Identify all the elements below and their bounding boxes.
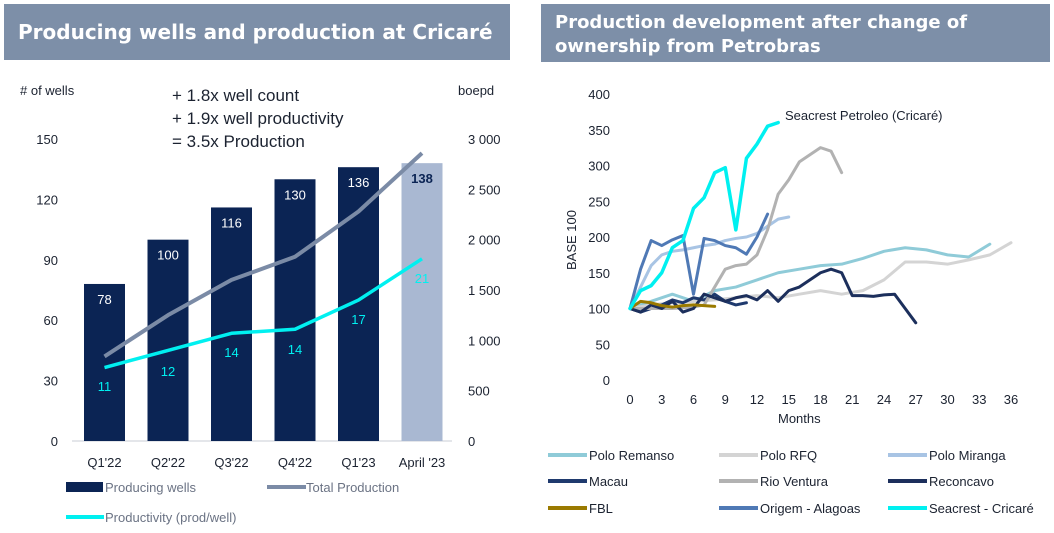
bar-value-label: 78 (97, 292, 111, 307)
right-tick-label: 2 500 (468, 182, 501, 197)
x-tick-label: 36 (1004, 392, 1018, 407)
annotation-well-productivity: + 1.9x well productivity (172, 109, 344, 128)
bar-value-label: 130 (284, 187, 306, 202)
legend-label-polo-remanso: Polo Remanso (589, 448, 674, 463)
y-tick-label: 100 (588, 302, 610, 317)
right-panel-title-line2: ownership from Petrobras (555, 36, 821, 57)
y-tick-label: 400 (588, 87, 610, 102)
annotation-production: = 3.5x Production (172, 132, 305, 151)
y-tick-label: 50 (596, 337, 610, 352)
right-panel-header: Production development after change of o… (541, 4, 1050, 62)
left-tick-label: 60 (44, 313, 58, 328)
line-seacrest-cricar (628, 120, 780, 311)
x-axis-title: Months (778, 411, 821, 426)
productivity-value-label: 11 (98, 379, 112, 394)
bar-producing-wells (211, 207, 252, 441)
right-axis-title: boepd (458, 83, 494, 98)
left-tick-label: 0 (51, 434, 58, 449)
y-tick-label: 250 (588, 194, 610, 209)
legend-label-fbl: FBL (589, 501, 613, 516)
category-label: Q2'22 (151, 455, 185, 470)
legend-label-origem-alagoas: Origem - Alagoas (760, 501, 861, 516)
line-reconcavo (628, 267, 918, 325)
line-macau (628, 292, 748, 314)
line-polo-miranga (628, 215, 791, 310)
line-origem-alagoas (628, 212, 770, 310)
right-panel-title-line1: Production development after change of (555, 12, 968, 33)
productivity-value-label: 14 (224, 345, 238, 360)
category-label: Q3'22 (214, 455, 248, 470)
x-tick-label: 15 (782, 392, 796, 407)
productivity-value-label: 21 (415, 271, 429, 286)
x-tick-label: 18 (813, 392, 827, 407)
x-tick-label: 30 (940, 392, 954, 407)
right-tick-label: 500 (468, 384, 490, 399)
legend-label-polo-rfq: Polo RFQ (760, 448, 817, 463)
legend-label-reconcavo: Reconcavo (929, 474, 994, 489)
left-tick-label: 90 (44, 253, 58, 268)
legend-label-seacrest-cricar: Seacrest - Cricaré (929, 501, 1034, 516)
x-tick-label: 21 (845, 392, 859, 407)
left-tick-label: 120 (36, 192, 58, 207)
x-tick-label: 12 (750, 392, 764, 407)
line-polo-rfq (628, 241, 1013, 310)
bar-value-label: 138 (411, 171, 433, 186)
legend-label-total-production: Total Production (306, 480, 399, 495)
x-tick-label: 3 (658, 392, 665, 407)
x-tick-label: 33 (972, 392, 986, 407)
category-label: April '23 (399, 455, 446, 470)
legend-label-rio-ventura: Rio Ventura (760, 474, 829, 489)
bar-value-label: 136 (348, 175, 370, 190)
y-tick-label: 200 (588, 230, 610, 245)
x-tick-label: 9 (722, 392, 729, 407)
x-tick-label: 24 (877, 392, 891, 407)
x-tick-label: 27 (909, 392, 923, 407)
y-tick-label: 300 (588, 159, 610, 174)
legend-label-polo-miranga: Polo Miranga (929, 448, 1006, 463)
line-total-production (103, 151, 424, 359)
right-tick-label: 2 000 (468, 233, 501, 248)
productivity-value-label: 12 (161, 364, 175, 379)
left-panel-title: Producing wells and production at Cricar… (18, 20, 493, 44)
y-tick-label: 150 (588, 266, 610, 281)
category-label: Q1'22 (87, 455, 121, 470)
y-axis-title: BASE 100 (564, 210, 579, 270)
bar-value-label: 116 (221, 215, 242, 230)
legend-swatch-producing-wells (66, 482, 103, 492)
left-axis-title: # of wells (20, 83, 75, 98)
line-fbl (628, 299, 717, 310)
x-tick-label: 0 (626, 392, 633, 407)
productivity-value-label: 14 (288, 342, 302, 357)
legend-label-producing-wells: Producing wells (105, 480, 197, 495)
line-productivity (104, 257, 423, 370)
y-tick-label: 0 (603, 373, 610, 388)
line-polo-remanso (628, 242, 992, 310)
bar-producing-wells (147, 239, 189, 441)
left-panel-header: Producing wells and production at Cricar… (4, 4, 510, 60)
seacrest-series-label: Seacrest Petroleo (Cricaré) (785, 108, 943, 123)
category-label: Q1'23 (341, 455, 375, 470)
category-label: Q4'22 (278, 455, 312, 470)
bar-value-label: 100 (157, 248, 179, 263)
legend-label-productivity: Productivity (prod/well) (105, 510, 237, 525)
x-tick-label: 6 (690, 392, 697, 407)
left-tick-label: 150 (36, 132, 58, 147)
legend-label-macau: Macau (589, 474, 628, 489)
right-tick-label: 0 (468, 434, 475, 449)
right-tick-label: 1 500 (468, 283, 501, 298)
bar-producing-wells (401, 163, 443, 441)
annotation-well-count: + 1.8x well count (172, 86, 299, 105)
bar-producing-wells (338, 167, 379, 442)
left-tick-label: 30 (44, 374, 58, 389)
wells-production-chart: # of wells boepd 0 30 60 90 120 150 0 500 1 000 1 5… (20, 83, 501, 525)
line-rio-ventura (628, 146, 844, 310)
y-tick-label: 350 (588, 123, 610, 138)
bar-producing-wells (274, 179, 316, 441)
right-tick-label: 1 000 (468, 333, 501, 348)
right-tick-label: 3 000 (468, 132, 501, 147)
productivity-value-label: 17 (351, 312, 365, 327)
